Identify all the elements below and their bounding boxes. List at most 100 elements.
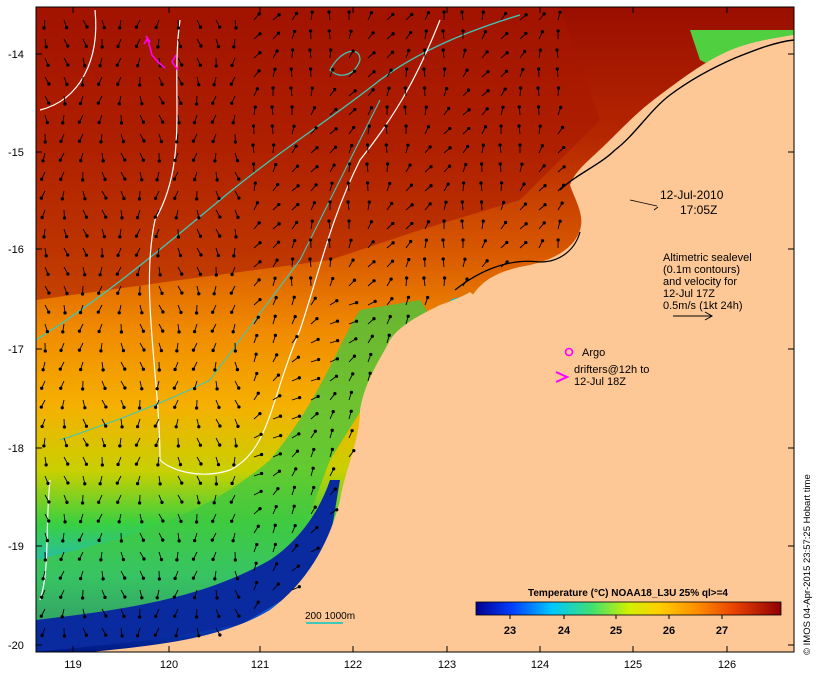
velocity-arrow-head (154, 216, 156, 218)
velocity-arrow-head (181, 64, 183, 66)
velocity-arrow-head (336, 509, 338, 511)
velocity-arrow-head (212, 311, 214, 313)
velocity-arrow-head (461, 220, 463, 222)
velocity-arrow-head (425, 106, 427, 108)
velocity-arrow-head (316, 413, 318, 415)
velocity-arrow-head (117, 45, 119, 47)
velocity-arrow-head (335, 375, 337, 377)
velocity-arrow-head (142, 121, 144, 123)
date-label: 12-Jul-2010 (660, 188, 724, 202)
velocity-arrow-head (155, 444, 157, 446)
velocity-arrow-head (334, 392, 336, 394)
velocity-arrow-head (193, 539, 195, 541)
velocity-arrow-head (97, 311, 99, 313)
velocity-arrow-head (429, 146, 431, 148)
velocity-arrow-head (138, 293, 140, 295)
velocity-arrow-head (373, 52, 375, 54)
velocity-arrow-head (42, 369, 44, 371)
velocity-arrow-head (141, 312, 143, 314)
velocity-arrow-head (389, 315, 391, 317)
velocity-arrow-head (275, 354, 277, 356)
velocity-arrow-head (314, 506, 316, 508)
velocity-arrow-head (236, 577, 238, 579)
velocity-arrow-head (237, 216, 239, 218)
velocity-arrow-head (40, 197, 42, 199)
velocity-arrow-head (466, 278, 468, 280)
velocity-arrow-head (97, 292, 99, 294)
velocity-arrow-head (212, 349, 214, 351)
velocity-arrow-head (427, 296, 429, 298)
velocity-arrow-head (502, 106, 504, 108)
velocity-arrow-head (252, 125, 254, 127)
velocity-arrow-head (99, 483, 101, 485)
velocity-arrow-head (211, 121, 213, 123)
velocity-arrow-head (392, 222, 394, 224)
velocity-arrow-head (502, 201, 504, 203)
velocity-arrow-head (83, 65, 85, 67)
velocity-arrow-head (122, 140, 124, 142)
velocity-arrow-head (411, 13, 413, 15)
velocity-arrow-head (499, 144, 501, 146)
velocity-arrow-head (462, 182, 464, 184)
velocity-arrow-head (40, 387, 42, 389)
velocity-arrow-head (179, 463, 181, 465)
lon-label: 122 (344, 659, 362, 671)
velocity-arrow-head (353, 70, 355, 72)
velocity-arrow-head (278, 203, 280, 205)
velocity-arrow-head (104, 596, 106, 598)
velocity-arrow-head (177, 445, 179, 447)
velocity-arrow-head (62, 331, 64, 333)
velocity-arrow-head (237, 425, 239, 427)
velocity-arrow-head (216, 179, 218, 181)
velocity-arrow-head (521, 163, 523, 165)
velocity-arrow-head (211, 330, 213, 332)
velocity-arrow-head (390, 202, 392, 204)
velocity-arrow-head (41, 596, 43, 598)
velocity-arrow-head (297, 356, 299, 358)
velocity-arrow-head (329, 201, 331, 203)
velocity-arrow-head (404, 106, 406, 108)
velocity-arrow-head (192, 558, 194, 560)
velocity-arrow-head (480, 182, 482, 184)
velocity-arrow-head (336, 320, 338, 322)
velocity-arrow-head (231, 311, 233, 313)
velocity-arrow-head (466, 69, 468, 71)
velocity-arrow-head (275, 163, 277, 165)
velocity-arrow-head (138, 502, 140, 504)
velocity-arrow-head (198, 502, 200, 504)
velocity-arrow-head (154, 425, 156, 427)
velocity-arrow-head (100, 559, 102, 561)
velocity-arrow-head (117, 292, 119, 294)
velocity-arrow-head (407, 315, 409, 317)
velocity-arrow-head (175, 426, 177, 428)
velocity-arrow-head (217, 463, 219, 465)
velocity-arrow-head (506, 52, 508, 54)
velocity-arrow-head (336, 358, 338, 360)
velocity-arrow-head (445, 201, 447, 203)
velocity-arrow-head (523, 50, 525, 52)
velocity-arrow-head (45, 46, 47, 48)
velocity-arrow-head (464, 49, 466, 51)
velocity-arrow-head (124, 387, 126, 389)
velocity-arrow-head (355, 301, 357, 303)
velocity-arrow-head (392, 33, 394, 35)
velocity-arrow-head (260, 490, 262, 492)
velocity-arrow-head (311, 220, 313, 222)
velocity-arrow-head (102, 160, 104, 162)
velocity-arrow-head (79, 159, 81, 161)
velocity-arrow-head (329, 49, 331, 51)
velocity-arrow-head (118, 103, 120, 105)
lat-label: -16 (8, 244, 24, 256)
velocity-arrow-head (328, 11, 330, 13)
velocity-arrow-head (198, 635, 200, 637)
velocity-arrow-head (177, 236, 179, 238)
velocity-arrow-head (155, 406, 157, 408)
velocity-arrow-head (274, 277, 276, 279)
velocity-arrow-head (121, 635, 123, 637)
velocity-arrow-head (429, 203, 431, 205)
velocity-arrow-head (259, 508, 261, 510)
velocity-arrow-head (256, 543, 258, 545)
velocity-arrow-head (217, 45, 219, 47)
velocity-arrow-head (256, 581, 258, 583)
velocity-arrow-head (259, 261, 261, 263)
